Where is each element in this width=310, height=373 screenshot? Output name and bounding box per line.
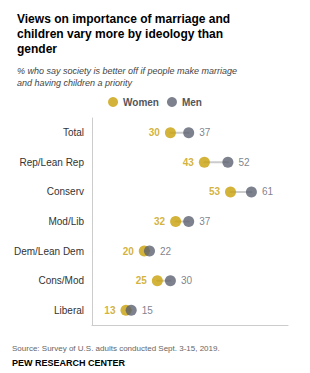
svg-text:22: 22: [160, 246, 172, 257]
svg-text:children vary more by ideology: children vary more by ideology than: [17, 27, 223, 41]
svg-text:30: 30: [149, 127, 161, 138]
svg-text:13: 13: [104, 305, 116, 316]
svg-text:20: 20: [123, 246, 135, 257]
svg-text:43: 43: [183, 157, 195, 168]
svg-text:Liberal: Liberal: [54, 305, 84, 316]
svg-text:25: 25: [136, 275, 148, 286]
svg-text:Men: Men: [182, 97, 202, 108]
svg-text:52: 52: [238, 157, 250, 168]
svg-text:% who say society is better of: % who say society is better off if peopl…: [17, 66, 237, 76]
svg-text:30: 30: [181, 275, 193, 286]
svg-text:37: 37: [199, 216, 211, 227]
svg-text:61: 61: [262, 186, 274, 197]
svg-text:53: 53: [209, 186, 221, 197]
svg-text:Conserv: Conserv: [47, 186, 84, 197]
svg-text:Total: Total: [63, 127, 84, 138]
svg-text:Dem/Lean Dem: Dem/Lean Dem: [14, 246, 84, 257]
svg-text:37: 37: [199, 127, 211, 138]
svg-text:15: 15: [142, 305, 154, 316]
svg-text:Cons/Mod: Cons/Mod: [38, 275, 84, 286]
svg-text:PEW RESEARCH CENTER: PEW RESEARCH CENTER: [12, 358, 126, 368]
svg-text:Views on importance of marriag: Views on importance of marriage and: [17, 12, 230, 26]
svg-text:Source: Survey of U.S. adults: Source: Survey of U.S. adults conducted …: [12, 344, 220, 353]
svg-text:Rep/Lean Rep: Rep/Lean Rep: [20, 157, 85, 168]
svg-text:Mod/Lib: Mod/Lib: [48, 216, 84, 227]
svg-text:Women: Women: [123, 97, 159, 108]
svg-text:and having children a priority: and having children a priority: [17, 78, 133, 88]
svg-text:gender: gender: [17, 42, 57, 56]
svg-text:32: 32: [154, 216, 166, 227]
